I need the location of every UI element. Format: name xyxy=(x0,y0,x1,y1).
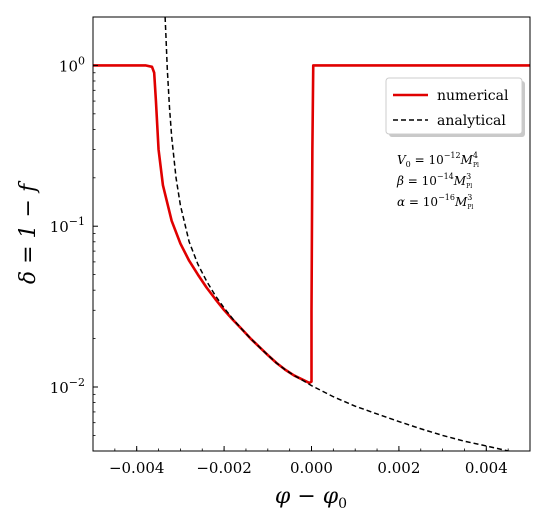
y-axis-label: δ = 1 − f xyxy=(16,180,41,284)
legend-label-numerical: numerical xyxy=(437,88,509,104)
y-tick-label: 10−1 xyxy=(50,215,85,236)
y-axis: 100 10−1 10−2 xyxy=(50,16,98,452)
series-line-analytical xyxy=(164,17,513,451)
x-axis: −0.004 −0.002 0.000 0.002 0.004 xyxy=(92,446,509,477)
x-tick-label: 0.002 xyxy=(377,459,420,477)
series-layer xyxy=(93,17,530,451)
x-tick-label: −0.004 xyxy=(109,459,165,477)
y-tick-label: 100 xyxy=(59,54,85,75)
x-axis-label-main: φ − φ xyxy=(275,484,339,509)
legend: numerical analytical xyxy=(385,77,525,137)
x-tick-label: 0.000 xyxy=(290,459,333,477)
parameter-annotation: β = 10−14M3 Pl xyxy=(396,172,472,190)
parameter-annotation: V0 = 10−12M4 Pl xyxy=(397,151,479,169)
x-axis-label: φ − φ0 xyxy=(275,484,347,512)
x-tick-label: 0.004 xyxy=(465,459,508,477)
x-tick-label: −0.002 xyxy=(196,459,252,477)
x-axis-label-sub: 0 xyxy=(338,496,347,512)
parameter-annotations: V0 = 10−12M4 Pl β = 10−14M3 Pl α = 10−16M3 Pl xyxy=(396,151,479,211)
y-tick-label: 10−2 xyxy=(50,376,85,397)
legend-label-analytical: analytical xyxy=(437,113,506,129)
parameter-annotation: α = 10−16M3 Pl xyxy=(397,193,473,211)
